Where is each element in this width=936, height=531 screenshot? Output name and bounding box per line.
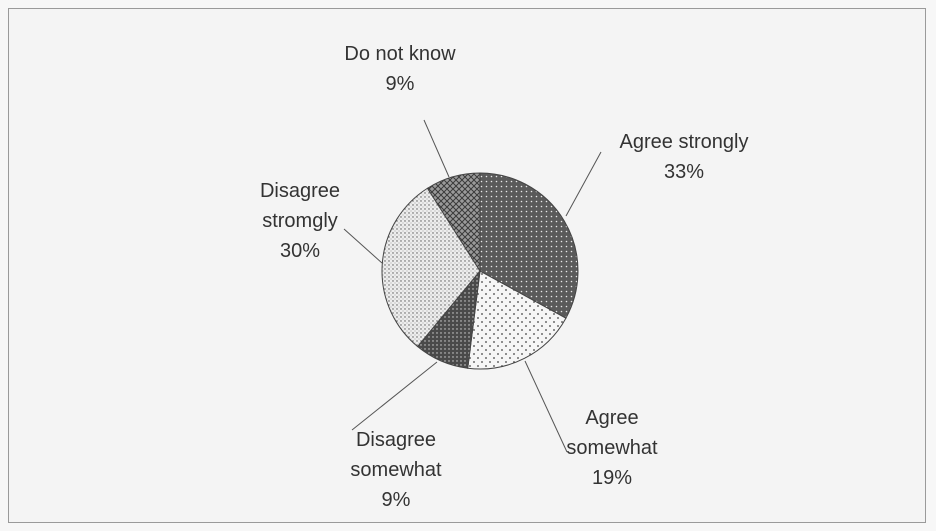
pie-slice-disagree-stromgly: [381, 187, 481, 348]
slice-label: Agree somewhat 19%: [566, 407, 658, 489]
pie-slice-agree-somewhat: [467, 270, 567, 370]
pie-slice-agree-strongly: [479, 172, 579, 319]
leader-line: [351, 361, 438, 431]
slice-label: Disagree somewhat 9%: [350, 429, 442, 511]
leader-lines: [343, 119, 602, 453]
slice-label: Do not know 9%: [344, 43, 456, 95]
slice-labels: Agree strongly 33% Agree somewhat 19% Disagre…: [260, 43, 749, 511]
leader-line: [565, 151, 602, 217]
pie-slice-do-not-know: [426, 172, 481, 273]
slice-label: Disagree stromgly 30%: [260, 180, 340, 262]
leader-line: [524, 360, 568, 453]
leader-line: [423, 119, 450, 178]
pie-slices: [381, 172, 579, 370]
slice-label: Agree strongly 33%: [620, 131, 749, 183]
leader-line: [343, 228, 383, 264]
